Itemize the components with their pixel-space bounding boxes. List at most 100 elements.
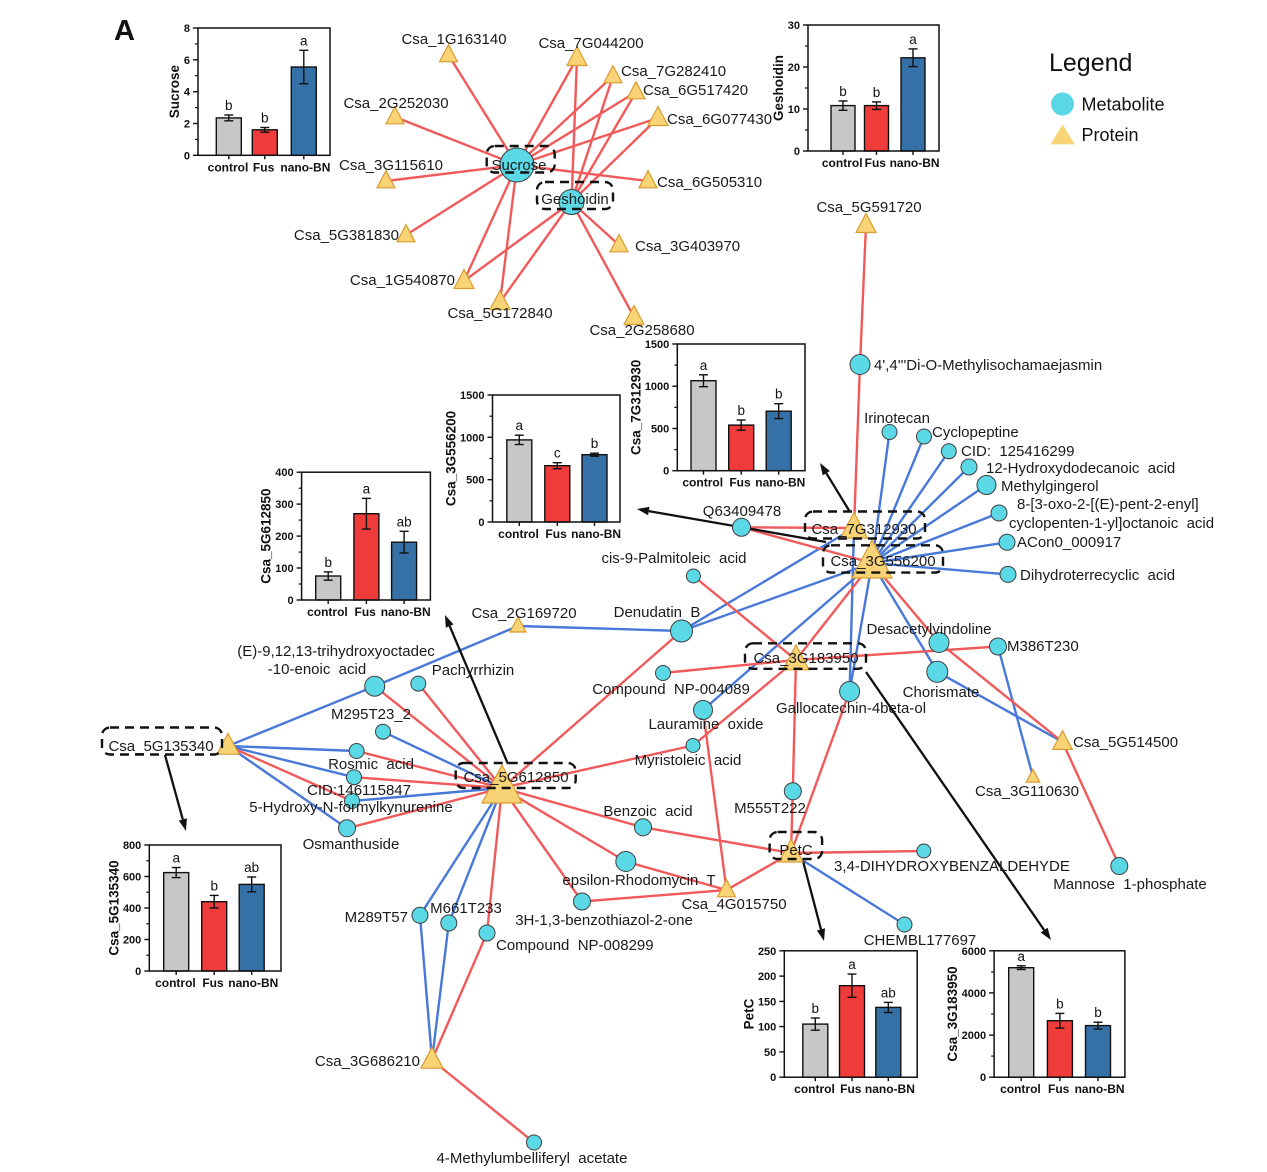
svg-text:Csa_3G183950: Csa_3G183950 xyxy=(753,650,858,667)
svg-text:Csa_7G312930: Csa_7G312930 xyxy=(811,521,916,538)
svg-text:250: 250 xyxy=(758,946,776,958)
svg-text:2000: 2000 xyxy=(962,1030,986,1042)
svg-text:ACon0_000917: ACon0_000917 xyxy=(1017,534,1121,551)
svg-text:Csa_3G110630: Csa_3G110630 xyxy=(975,783,1079,800)
svg-text:5-Hydroxy-N-formylkynurenine: 5-Hydroxy-N-formylkynurenine xyxy=(249,799,452,816)
svg-text:Geshoidin: Geshoidin xyxy=(541,191,609,208)
svg-text:0: 0 xyxy=(135,966,141,978)
svg-text:cyclopenten-1-yl]octanoic aci: cyclopenten-1-yl]octanoic acid xyxy=(1009,515,1214,532)
svg-text:150: 150 xyxy=(758,996,776,1008)
svg-text:a: a xyxy=(1017,949,1025,964)
svg-text:PetC: PetC xyxy=(741,998,756,1029)
svg-text:b: b xyxy=(873,85,881,100)
svg-text:3H-1,3-benzothiazol-2-one: 3H-1,3-benzothiazol-2-one xyxy=(515,912,693,929)
svg-text:Sucrose: Sucrose xyxy=(491,157,546,174)
svg-text:Csa_6G077430: Csa_6G077430 xyxy=(667,111,772,128)
svg-text:0: 0 xyxy=(663,466,669,478)
svg-text:Csa_3G686210: Csa_3G686210 xyxy=(315,1053,420,1070)
svg-text:4',4'''Di-O-Methylisochamaejas: 4',4'''Di-O-Methylisochamaejasmin xyxy=(874,357,1102,374)
svg-text:Pachyrrhizin: Pachyrrhizin xyxy=(432,662,515,679)
svg-text:control: control xyxy=(498,527,539,541)
svg-text:Compound NP-004089: Compound NP-004089 xyxy=(592,681,750,698)
svg-text:200: 200 xyxy=(758,971,776,983)
svg-text:b: b xyxy=(839,84,847,99)
svg-text:Methylgingerol: Methylgingerol xyxy=(1001,478,1099,495)
svg-text:Csa_2G258680: Csa_2G258680 xyxy=(589,322,694,339)
svg-text:M289T57: M289T57 xyxy=(345,909,408,926)
svg-text:ab: ab xyxy=(244,860,259,875)
svg-text:a: a xyxy=(700,358,708,373)
svg-text:Csa_5G135340: Csa_5G135340 xyxy=(106,860,121,955)
svg-text:nano-BN: nano-BN xyxy=(755,476,805,490)
svg-text:Q63409478: Q63409478 xyxy=(703,503,781,520)
svg-text:8: 8 xyxy=(184,23,190,35)
svg-text:nano-BN: nano-BN xyxy=(571,527,621,541)
svg-text:Csa_2G252030: Csa_2G252030 xyxy=(343,95,448,112)
svg-text:2: 2 xyxy=(184,119,190,131)
svg-text:Desacetylvindoline: Desacetylvindoline xyxy=(866,621,991,638)
svg-text:Csa_7G044200: Csa_7G044200 xyxy=(538,35,643,52)
svg-text:300: 300 xyxy=(275,499,293,511)
svg-text:500: 500 xyxy=(651,424,669,436)
svg-text:Csa_3G403970: Csa_3G403970 xyxy=(635,238,740,255)
svg-text:100: 100 xyxy=(758,1022,776,1034)
svg-text:Csa_5G514500: Csa_5G514500 xyxy=(1073,734,1178,751)
svg-text:nano-BN: nano-BN xyxy=(381,605,431,619)
svg-text:Fus: Fus xyxy=(1048,1082,1070,1096)
svg-text:Csa_7G282410: Csa_7G282410 xyxy=(621,63,726,80)
svg-text:control: control xyxy=(822,156,863,170)
svg-text:nano-BN: nano-BN xyxy=(228,976,278,990)
svg-text:Csa_3G115610: Csa_3G115610 xyxy=(339,157,443,174)
svg-text:0: 0 xyxy=(794,146,800,158)
svg-text:Fus: Fus xyxy=(202,976,224,990)
svg-text:b: b xyxy=(324,555,332,570)
svg-text:nano-BN: nano-BN xyxy=(890,156,940,170)
svg-text:Csa_7G312930: Csa_7G312930 xyxy=(628,360,643,455)
svg-text:Csa_3G183950: Csa_3G183950 xyxy=(945,966,960,1061)
svg-text:b: b xyxy=(210,878,218,893)
svg-text:12-Hydroxydodecanoic acid: 12-Hydroxydodecanoic acid xyxy=(986,460,1175,477)
svg-text:nano-BN: nano-BN xyxy=(280,160,330,174)
svg-text:Csa_1G163140: Csa_1G163140 xyxy=(401,31,506,48)
svg-text:CID:146115847: CID:146115847 xyxy=(307,782,411,799)
svg-text:A: A xyxy=(114,15,135,47)
svg-text:1500: 1500 xyxy=(460,390,484,402)
svg-text:ab: ab xyxy=(397,514,412,529)
svg-text:200: 200 xyxy=(123,935,141,947)
svg-text:b: b xyxy=(591,436,599,451)
svg-text:Legend: Legend xyxy=(1049,49,1132,77)
svg-text:b: b xyxy=(812,1001,820,1016)
svg-text:Csa_5G612850: Csa_5G612850 xyxy=(463,769,568,786)
svg-text:Dihydroterrecyclic acid: Dihydroterrecyclic acid xyxy=(1020,567,1175,584)
svg-text:Csa_5G381830: Csa_5G381830 xyxy=(294,227,399,244)
svg-text:Irinotecan: Irinotecan xyxy=(864,410,930,427)
svg-text:control: control xyxy=(208,160,249,174)
svg-text:4-Methylumbelliferyl acetate: 4-Methylumbelliferyl acetate xyxy=(437,1150,628,1167)
svg-text:(E)-9,12,13-trihydroxyoctadec: (E)-9,12,13-trihydroxyoctadec xyxy=(237,643,435,660)
svg-text:400: 400 xyxy=(123,903,141,915)
svg-text:a: a xyxy=(172,851,180,866)
svg-text:Rosmic acid: Rosmic acid xyxy=(328,756,414,773)
svg-text:800: 800 xyxy=(123,840,141,852)
svg-text:Fus: Fus xyxy=(865,156,887,170)
svg-text:6000: 6000 xyxy=(962,946,986,958)
svg-text:1000: 1000 xyxy=(460,432,484,444)
svg-text:M661T233: M661T233 xyxy=(430,900,502,917)
svg-text:Denudatin B: Denudatin B xyxy=(614,604,701,621)
svg-text:Csa_3G556200: Csa_3G556200 xyxy=(444,411,459,506)
svg-text:600: 600 xyxy=(123,872,141,884)
svg-text:a: a xyxy=(848,957,856,972)
svg-text:nano-BN: nano-BN xyxy=(865,1082,915,1096)
svg-text:Metabolite: Metabolite xyxy=(1082,95,1165,115)
svg-text:PetC: PetC xyxy=(779,842,813,859)
svg-text:b: b xyxy=(737,403,745,418)
svg-text:M386T230: M386T230 xyxy=(1007,638,1079,655)
svg-text:Mannose 1-phosphate: Mannose 1-phosphate xyxy=(1053,876,1206,893)
svg-text:10: 10 xyxy=(788,104,800,116)
svg-text:Gallocatechin-4beta-ol: Gallocatechin-4beta-ol xyxy=(776,700,926,717)
svg-text:b: b xyxy=(1094,1005,1102,1020)
svg-text:a: a xyxy=(300,33,308,48)
svg-text:0: 0 xyxy=(478,517,484,529)
svg-text:Geshoidin: Geshoidin xyxy=(771,55,786,121)
svg-text:20: 20 xyxy=(788,62,800,74)
